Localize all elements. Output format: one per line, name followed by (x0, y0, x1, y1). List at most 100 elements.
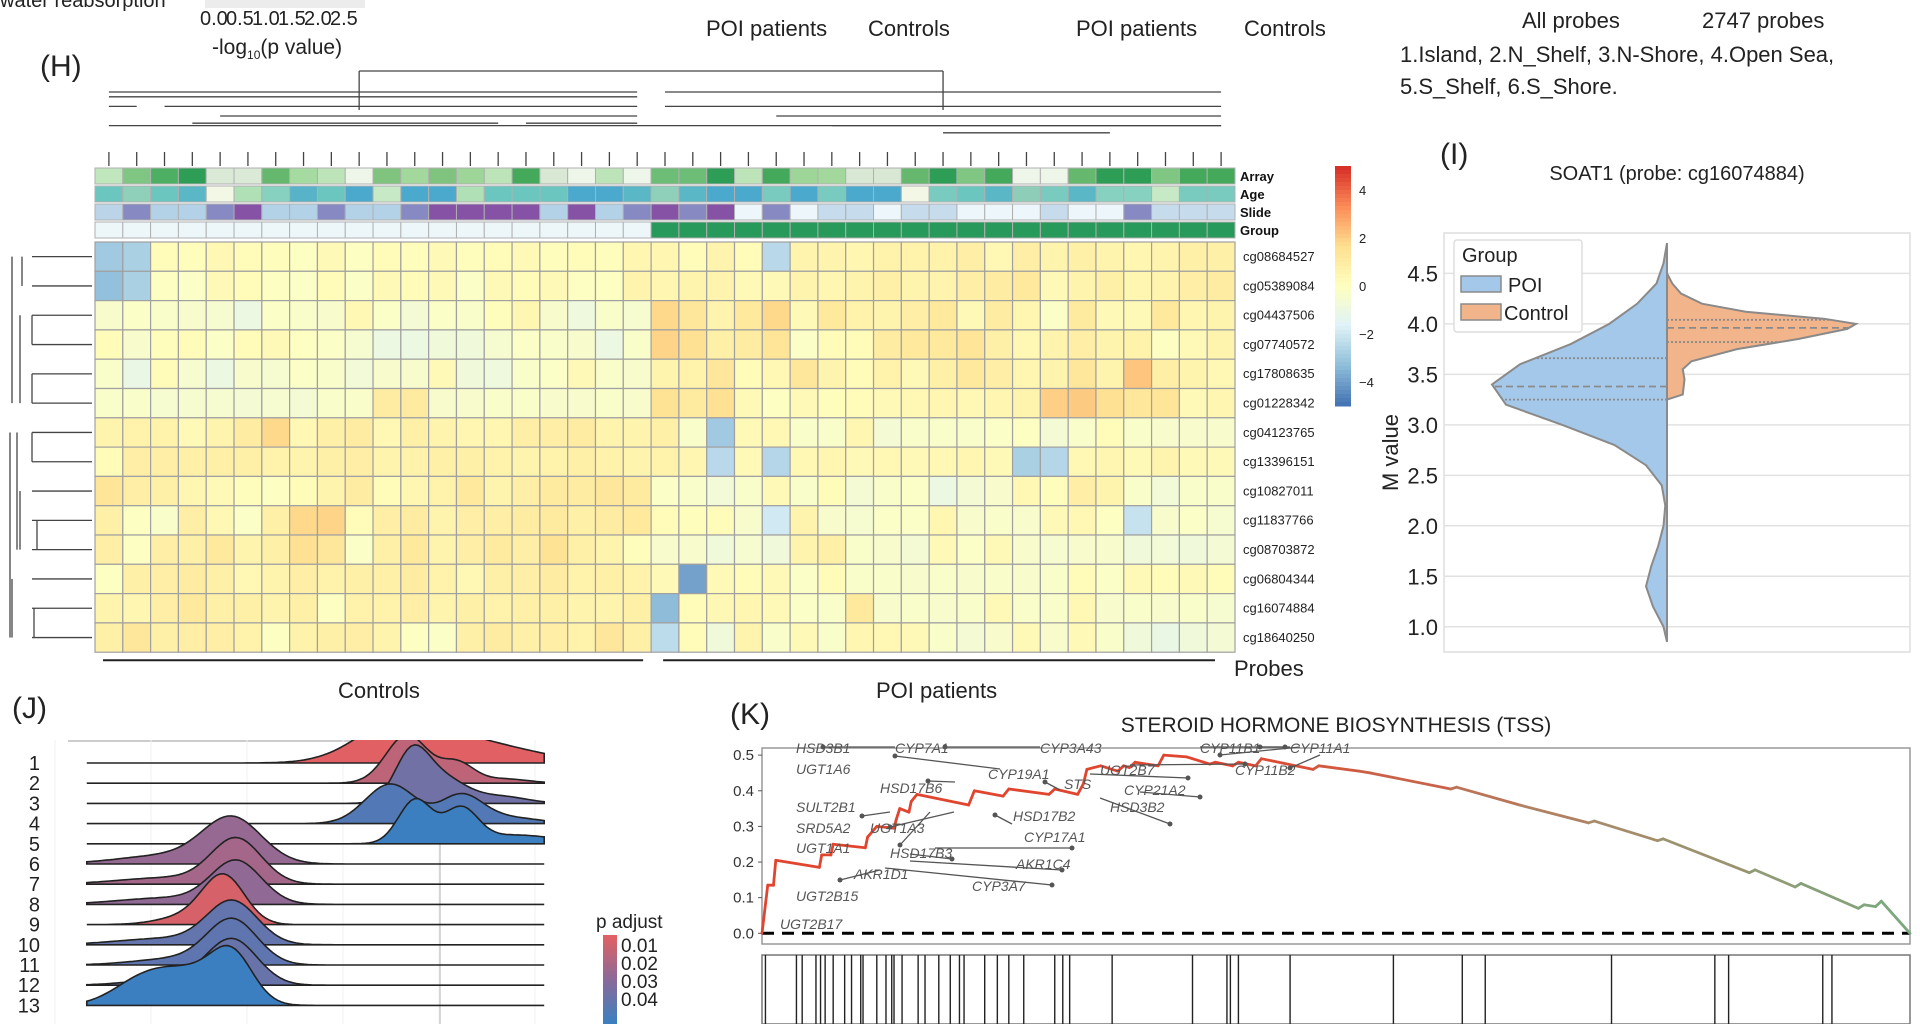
heatmap-cell (1123, 270, 1153, 302)
row-label: cg17808635 (1243, 366, 1315, 381)
running-es-segment (967, 789, 976, 807)
heatmap-cell (594, 592, 624, 624)
annotation-cell-age (1206, 185, 1236, 203)
heatmap-cell (483, 534, 513, 565)
y-tick-label: 1.5 (1407, 564, 1438, 589)
annotation-cell-array (539, 167, 569, 185)
heatmap-cell (122, 505, 152, 536)
heatmap-cell (678, 622, 708, 653)
heatmap-cell (205, 534, 235, 565)
heatmap-cell (483, 387, 513, 419)
gene-arrowhead (1242, 761, 1248, 767)
heatmap-cell (1150, 475, 1180, 507)
colorbar-segment (1335, 290, 1351, 295)
heatmap-cell (845, 563, 875, 595)
row-label: cg16074884 (1243, 601, 1315, 616)
heatmap-cell (817, 534, 847, 565)
padj-colorbar-segment (603, 1007, 617, 1011)
heatmap-cell (233, 417, 263, 448)
heatmap-cell (372, 592, 402, 624)
annotation-cell-age (316, 185, 346, 203)
annotation-cell-age (734, 185, 763, 203)
heatmap-cell (94, 329, 124, 360)
running-es-segment (831, 842, 867, 850)
heatmap-cell (150, 563, 180, 595)
annotation-cell-array (428, 167, 457, 185)
colorbar-segment (1335, 262, 1351, 267)
annotation-cell-age (873, 185, 902, 203)
heatmap-cell (511, 387, 541, 419)
heatmap-cell (956, 241, 986, 272)
heatmap-cell (622, 592, 652, 624)
running-es-segment (1001, 787, 1011, 798)
padj-tick: 0.02 (621, 954, 658, 975)
heatmap-cell (150, 505, 180, 536)
running-es-segment (898, 807, 911, 814)
annotation-cell-slide (1178, 203, 1208, 221)
colorbar-tick: 0 (1359, 279, 1366, 294)
annotation-cell-group (289, 221, 318, 239)
heatmap-cell (706, 534, 736, 565)
violin-half-poi (1490, 242, 1668, 643)
running-es-segment (892, 817, 898, 830)
annotation-cell-array (1206, 167, 1236, 185)
colorbar-tick: 4 (1359, 183, 1366, 198)
annotation-cell-age (372, 185, 402, 203)
violin-half-control (1666, 272, 1859, 401)
heatmap-cell (872, 300, 902, 331)
padj-tick: 0.03 (621, 972, 658, 993)
annotation-cell-slide (928, 203, 958, 221)
colorbar-segment (1335, 266, 1351, 271)
heatmap-cell (428, 358, 458, 390)
gene-arrow (1089, 773, 1189, 779)
heatmap-cell (956, 622, 986, 653)
annotation-cell-group (150, 221, 179, 239)
heatmap-cell (261, 475, 291, 507)
heatmap-cell (594, 534, 624, 565)
heatmap-cell (733, 592, 763, 624)
heatmap-cell (789, 563, 819, 595)
heatmap-cell (761, 329, 791, 360)
heatmap-cell (1178, 622, 1208, 653)
heatmap-cell (455, 592, 485, 624)
region-legend-line2: 5.S_Shelf, 6.S_Shore. (1400, 74, 1618, 99)
heatmap-cell (1067, 505, 1097, 536)
heatmap-cell (789, 329, 819, 360)
heatmap-cell (316, 505, 346, 536)
heatmap-cell (984, 563, 1014, 595)
heatmap-cell (1095, 387, 1125, 419)
heatmap-cell (150, 241, 180, 272)
gene-label: UGT2B15 (796, 888, 858, 904)
running-es-segment (1259, 757, 1315, 771)
padj-colorbar-segment (603, 995, 617, 999)
heatmap-cell (122, 387, 152, 419)
heatmap-cell (1067, 329, 1097, 360)
padj-colorbar-segment (603, 1010, 617, 1014)
colorbar-tick: 2 (1359, 231, 1366, 246)
annotation-cell-age (1095, 185, 1125, 203)
heatmap-cell (733, 300, 763, 331)
annotation-cell-group (873, 221, 902, 239)
annotation-cell-slide (1039, 203, 1069, 221)
heatmap-cell (928, 534, 958, 565)
annotation-cell-slide (289, 203, 318, 221)
heatmap-cell (1095, 417, 1125, 448)
panel-label-k: (K) (730, 698, 770, 731)
heatmap-cell (761, 358, 791, 390)
heatmap-cell (344, 446, 374, 478)
heatmap-cell (678, 329, 708, 360)
heatmap-cell (956, 387, 986, 419)
colorbar-segment (1335, 210, 1351, 215)
heatmap-cell (956, 300, 986, 331)
colorbar-segment (1335, 214, 1351, 219)
annotation-cell-slide (1095, 203, 1125, 221)
colorbar-segment (1335, 238, 1351, 243)
padj-colorbar-segment (603, 956, 617, 960)
gene-label: CYP19A1 (988, 766, 1049, 782)
gene-arrow (1044, 781, 1061, 791)
heatmap-cell (344, 475, 374, 507)
running-es-segment (772, 858, 778, 887)
gsea-y-tick: 0.1 (733, 890, 754, 907)
heatmap-cell (177, 329, 207, 360)
gene-arrow (839, 869, 881, 881)
